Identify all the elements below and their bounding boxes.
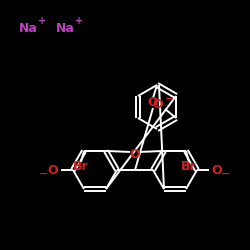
Text: Br: Br	[181, 160, 197, 173]
Text: O: O	[130, 148, 140, 162]
Text: O: O	[148, 96, 158, 110]
Text: −: −	[39, 169, 49, 179]
Text: Br: Br	[73, 160, 89, 173]
Text: O: O	[212, 164, 222, 176]
Text: +: +	[38, 16, 46, 26]
Text: Na: Na	[18, 22, 38, 35]
Text: O: O	[48, 164, 58, 176]
Text: −: −	[164, 94, 174, 104]
Text: O: O	[153, 98, 163, 110]
Text: +: +	[75, 16, 83, 26]
Text: Na: Na	[56, 22, 74, 35]
Text: −: −	[221, 169, 231, 179]
